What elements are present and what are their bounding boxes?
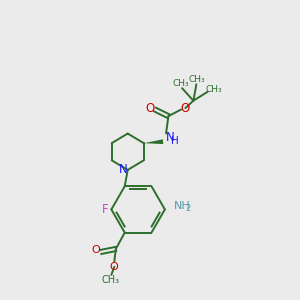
Text: O: O [181, 102, 190, 115]
Text: 2: 2 [186, 204, 191, 213]
Text: NH: NH [174, 201, 191, 211]
Text: CH₃: CH₃ [102, 275, 120, 285]
Text: CH₃: CH₃ [172, 79, 189, 88]
Text: F: F [101, 203, 108, 216]
Text: CH₃: CH₃ [189, 75, 205, 84]
Text: H: H [171, 136, 179, 146]
Polygon shape [144, 139, 163, 144]
Text: N: N [166, 131, 175, 144]
Text: N: N [118, 163, 127, 176]
Text: O: O [145, 102, 154, 115]
Text: CH₃: CH₃ [206, 85, 223, 94]
Text: O: O [110, 262, 118, 272]
Text: O: O [91, 245, 100, 255]
